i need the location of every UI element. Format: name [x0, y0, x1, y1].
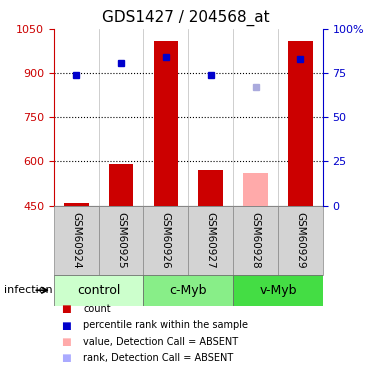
Text: ■: ■	[61, 321, 71, 330]
Text: infection: infection	[4, 285, 52, 295]
Bar	[198, 170, 223, 206]
Text: ■: ■	[61, 304, 71, 314]
Bar	[278, 206, 323, 275]
Bar	[188, 206, 233, 275]
Text: GDS1427 / 204568_at: GDS1427 / 204568_at	[102, 9, 269, 26]
Bar	[109, 164, 133, 206]
Bar	[144, 275, 233, 306]
Text: GSM60927: GSM60927	[206, 212, 216, 268]
Text: GSM60929: GSM60929	[295, 212, 305, 268]
Bar	[54, 206, 99, 275]
Text: GSM60924: GSM60924	[71, 212, 81, 268]
Text: rank, Detection Call = ABSENT: rank, Detection Call = ABSENT	[83, 353, 234, 363]
Bar	[64, 202, 89, 206]
Text: GSM60928: GSM60928	[250, 212, 260, 268]
Text: GSM60926: GSM60926	[161, 212, 171, 268]
Text: v-Myb: v-Myb	[259, 284, 297, 297]
Text: count: count	[83, 304, 111, 314]
Bar	[243, 173, 268, 206]
Bar	[233, 275, 323, 306]
Text: GSM60925: GSM60925	[116, 212, 126, 268]
Bar	[99, 206, 144, 275]
Bar	[144, 206, 188, 275]
Text: ■: ■	[61, 337, 71, 346]
Bar	[288, 41, 313, 206]
Bar	[154, 41, 178, 206]
Text: c-Myb: c-Myb	[170, 284, 207, 297]
Text: value, Detection Call = ABSENT: value, Detection Call = ABSENT	[83, 337, 239, 346]
Text: percentile rank within the sample: percentile rank within the sample	[83, 321, 249, 330]
Bar	[233, 206, 278, 275]
Text: ■: ■	[61, 353, 71, 363]
Bar	[54, 275, 144, 306]
Text: control: control	[77, 284, 120, 297]
